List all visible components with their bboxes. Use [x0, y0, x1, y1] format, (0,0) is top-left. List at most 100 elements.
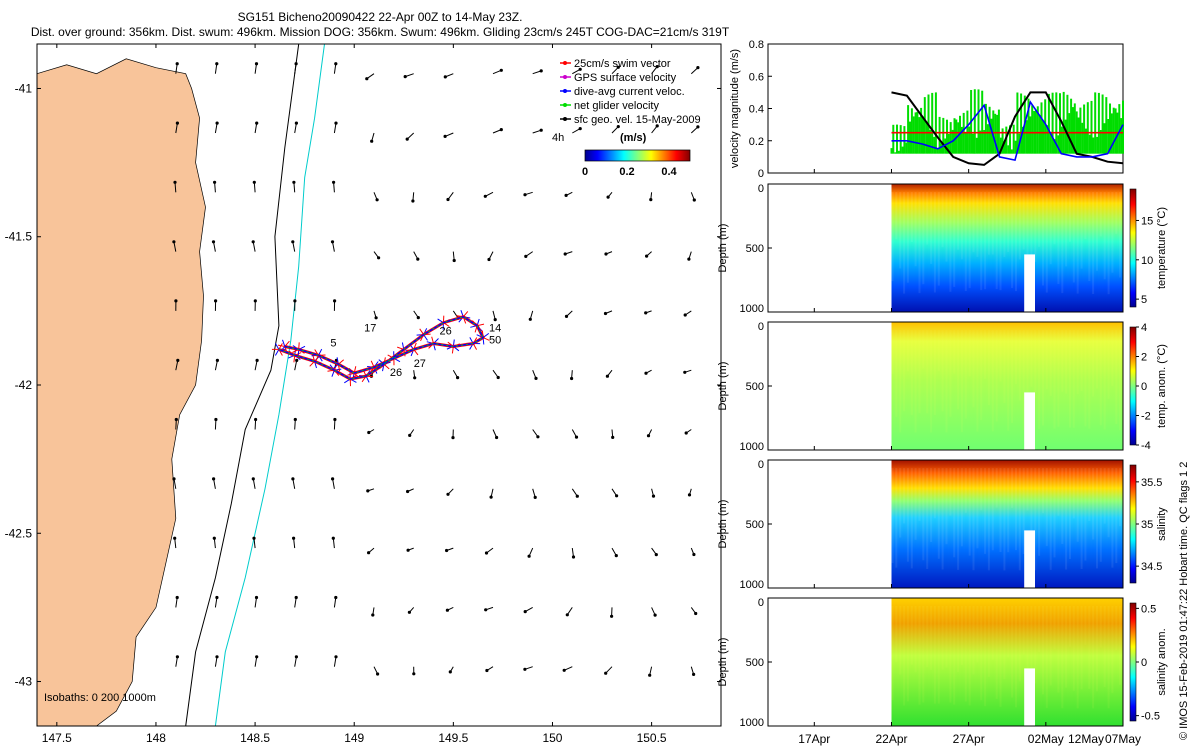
geo-vector-head: [493, 318, 497, 322]
series-sfc-geo: [891, 91, 1124, 166]
heatmap-texture: [1096, 330, 1098, 389]
figure-title-line-2: Dist. over ground: 356km. Dist. swum: 49…: [30, 25, 730, 39]
geo-vector: [254, 597, 257, 608]
heatmap-texture: [1026, 468, 1029, 511]
heatmap-texture: [1084, 330, 1087, 427]
geo-vector-head: [443, 75, 447, 79]
heatmap-texture: [987, 192, 990, 255]
heatmap-texture: [933, 330, 936, 415]
geo-vector-head: [443, 134, 447, 138]
geo-vector-head: [655, 124, 659, 128]
geo-vector: [333, 123, 337, 134]
heatmap-texture: [960, 192, 963, 260]
geo-vector: [214, 656, 218, 667]
geo-vector-head: [484, 551, 489, 555]
geo-vector-head: [212, 536, 216, 540]
heatmap-texture: [1119, 606, 1122, 685]
heatmap-ytick-label: 0: [758, 321, 764, 333]
heatmap-texture: [968, 192, 971, 289]
heatmap-texture: [1042, 606, 1044, 695]
geo-vector-head: [645, 254, 649, 258]
heatmap-texture: [899, 330, 902, 433]
geo-vector-head: [413, 376, 417, 380]
heatmap-texture: [1080, 330, 1083, 391]
heatmap-texture: [1057, 606, 1060, 693]
map-axes: 147.5 148 148.5 149 149.5 150 150.5 -41 -41.5 -42…: [5, 44, 721, 745]
heatmap-texture: [1092, 606, 1095, 709]
heatmap-texture: [953, 192, 956, 287]
heatmap-texture: [991, 468, 994, 551]
heatmap-texture: [957, 606, 960, 673]
geo-vector: [173, 241, 177, 252]
heatmap-texture: [1084, 468, 1087, 561]
geo-vector-head: [406, 489, 410, 494]
map-xtick-label: 148.5: [240, 731, 270, 745]
geo-vector-head: [539, 128, 543, 132]
geo-vector: [253, 182, 256, 193]
temperature-anomaly-panel: 0 500 1000 Depth (m) -4 -2 0 2 4 temp. anom. (°C): [717, 321, 1168, 453]
heatmap-texture: [1011, 330, 1014, 423]
heatmap-texture: [1053, 606, 1056, 650]
heatmap-texture: [1015, 330, 1017, 385]
heatmap-texture: [926, 468, 929, 569]
geo-vector-head: [495, 435, 499, 440]
heatmap-texture: [949, 330, 952, 417]
heatmap-texture: [1015, 192, 1017, 292]
geo-vector-head: [539, 69, 543, 73]
heatmap-texture: [933, 192, 936, 293]
geo-vector-head: [570, 376, 574, 381]
geo-vector: [213, 241, 216, 252]
geo-vector-head: [489, 495, 493, 499]
heatmap-texture: [1107, 192, 1110, 295]
track-label: 5: [330, 338, 336, 350]
legend-marker: [563, 75, 567, 79]
heatmap-texture: [1115, 192, 1118, 234]
heatmap-texture: [960, 606, 963, 665]
heatmap-texture: [1111, 606, 1114, 694]
heatmap-texture: [1003, 330, 1006, 403]
geo-vector-head: [684, 431, 688, 435]
map-xtick-label: 148: [146, 731, 166, 745]
heatmap-texture: [1045, 606, 1048, 709]
geo-vector-head: [533, 495, 537, 499]
legend-marker: [563, 103, 567, 107]
isobath-200m: [214, 43, 325, 727]
geo-vector-head: [214, 299, 218, 303]
geo-vector: [333, 656, 337, 667]
heatmap-texture: [976, 192, 979, 257]
heatmap-texture: [1018, 606, 1021, 682]
geo-vector-head: [487, 257, 491, 262]
map-xtick-label: 149: [344, 731, 364, 745]
heatmap-texture: [1022, 468, 1025, 554]
geo-vector-head: [485, 668, 489, 673]
heatmap-texture: [1092, 468, 1095, 540]
geo-vector-head: [407, 610, 411, 614]
geo-vector-head: [254, 62, 259, 66]
heatmap-texture: [1034, 192, 1037, 262]
map-xtick-label: 147.5: [42, 731, 72, 745]
heatmap-texture: [1018, 468, 1021, 571]
geo-vector: [294, 419, 296, 430]
geo-vector-head: [523, 193, 527, 197]
geo-vector: [333, 597, 337, 608]
map-ytick-label: -43: [15, 675, 33, 689]
heatmap-texture: [953, 606, 956, 705]
geo-vector-head: [294, 595, 298, 600]
geo-vector: [293, 538, 296, 549]
geo-vector-head: [334, 62, 338, 66]
heatmap-texture: [949, 192, 952, 292]
series-dive-avg-current: [891, 100, 1124, 162]
colorbar-tick-label: 35.5: [1141, 477, 1162, 489]
heatmap-texture: [1030, 192, 1033, 292]
map-ytick-label: -42: [15, 378, 33, 392]
heatmap-texture: [891, 330, 894, 374]
heatmap-texture: [910, 468, 913, 569]
geo-vector-head: [377, 256, 381, 260]
heatmap-texture: [1107, 606, 1110, 709]
geo-vector: [254, 656, 258, 667]
geo-vector-head: [291, 477, 295, 481]
heatmap-texture: [1069, 606, 1071, 647]
geo-vector-head: [331, 536, 335, 540]
